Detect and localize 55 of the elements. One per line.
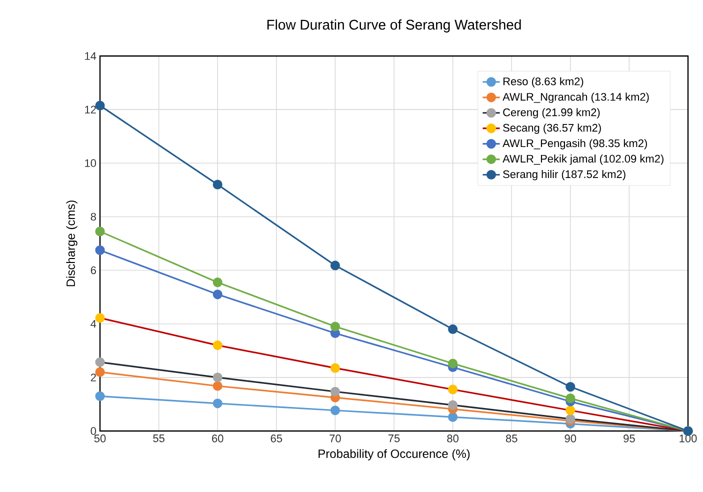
point xyxy=(212,290,222,300)
point xyxy=(448,358,458,368)
point xyxy=(448,400,458,410)
point xyxy=(95,226,105,236)
x-tick-label: 65 xyxy=(270,434,282,442)
legend-label: AWLR_Ngrancah (13.14 km2) xyxy=(502,92,649,103)
y-tick-label: 14 xyxy=(85,52,96,60)
legend-label: Secang (36.57 km2) xyxy=(503,124,601,134)
point xyxy=(212,381,222,391)
x-tick-label: 90 xyxy=(564,434,576,442)
y-tick-label: 6 xyxy=(90,266,96,274)
x-tick-label: 60 xyxy=(212,434,224,442)
point xyxy=(212,340,222,350)
x-axis-title: Probability of Occurence (%) xyxy=(318,449,470,460)
legend-label: AWLR_Pekik jamal (102.09 km2) xyxy=(502,154,664,165)
point xyxy=(566,382,576,392)
point xyxy=(95,391,105,401)
point xyxy=(212,398,222,408)
y-tick-label: 8 xyxy=(90,212,96,221)
point xyxy=(212,372,222,382)
point xyxy=(95,100,105,110)
point xyxy=(566,394,576,404)
y-tick-label: 0 xyxy=(90,427,96,435)
point xyxy=(330,363,340,373)
point xyxy=(212,278,222,288)
point xyxy=(448,324,458,334)
point xyxy=(330,386,340,396)
point xyxy=(95,367,105,377)
legend-label: Serang hilir (187.52 km2) xyxy=(503,170,626,180)
point xyxy=(212,180,222,190)
legend-label: AWLR_Pengasih (98.35 km2) xyxy=(502,139,647,150)
y-tick-label: 4 xyxy=(90,320,96,328)
point xyxy=(95,245,105,255)
point xyxy=(95,313,105,323)
x-tick-label: 70 xyxy=(330,434,341,442)
x-tick-label: 50 xyxy=(94,434,106,442)
y-axis-title: Discharge (cms) xyxy=(66,200,78,286)
y-tick-label: 12 xyxy=(85,106,96,114)
y-tick-label: 10 xyxy=(85,159,96,168)
point xyxy=(330,322,340,332)
x-tick-label: 85 xyxy=(506,434,518,442)
point xyxy=(330,260,340,270)
x-tick-label: 55 xyxy=(153,434,164,442)
legend-label: Cereng (21.99 km2) xyxy=(503,108,600,118)
chart-title: Flow Duratin Curve of Serang Watershed xyxy=(267,19,521,32)
point xyxy=(330,406,340,416)
point xyxy=(448,412,458,422)
point xyxy=(566,406,576,416)
point xyxy=(448,384,458,394)
x-tick-label: 75 xyxy=(388,434,400,442)
y-tick-label: 2 xyxy=(90,374,96,382)
legend-label: Reso (8.63 km2) xyxy=(503,77,584,88)
x-tick-label: 95 xyxy=(624,434,635,442)
x-tick-label: 80 xyxy=(447,434,458,442)
point xyxy=(95,357,105,367)
